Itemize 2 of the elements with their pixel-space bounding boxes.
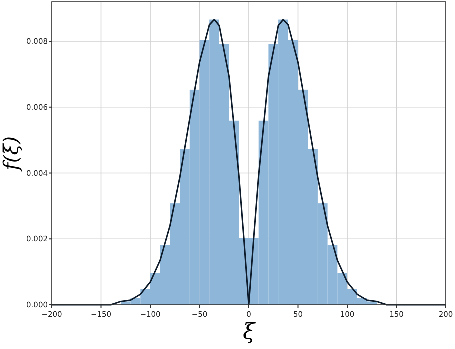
x-axis-title: ξ: [242, 320, 257, 345]
y-axis-title: f(ξ): [0, 136, 23, 173]
